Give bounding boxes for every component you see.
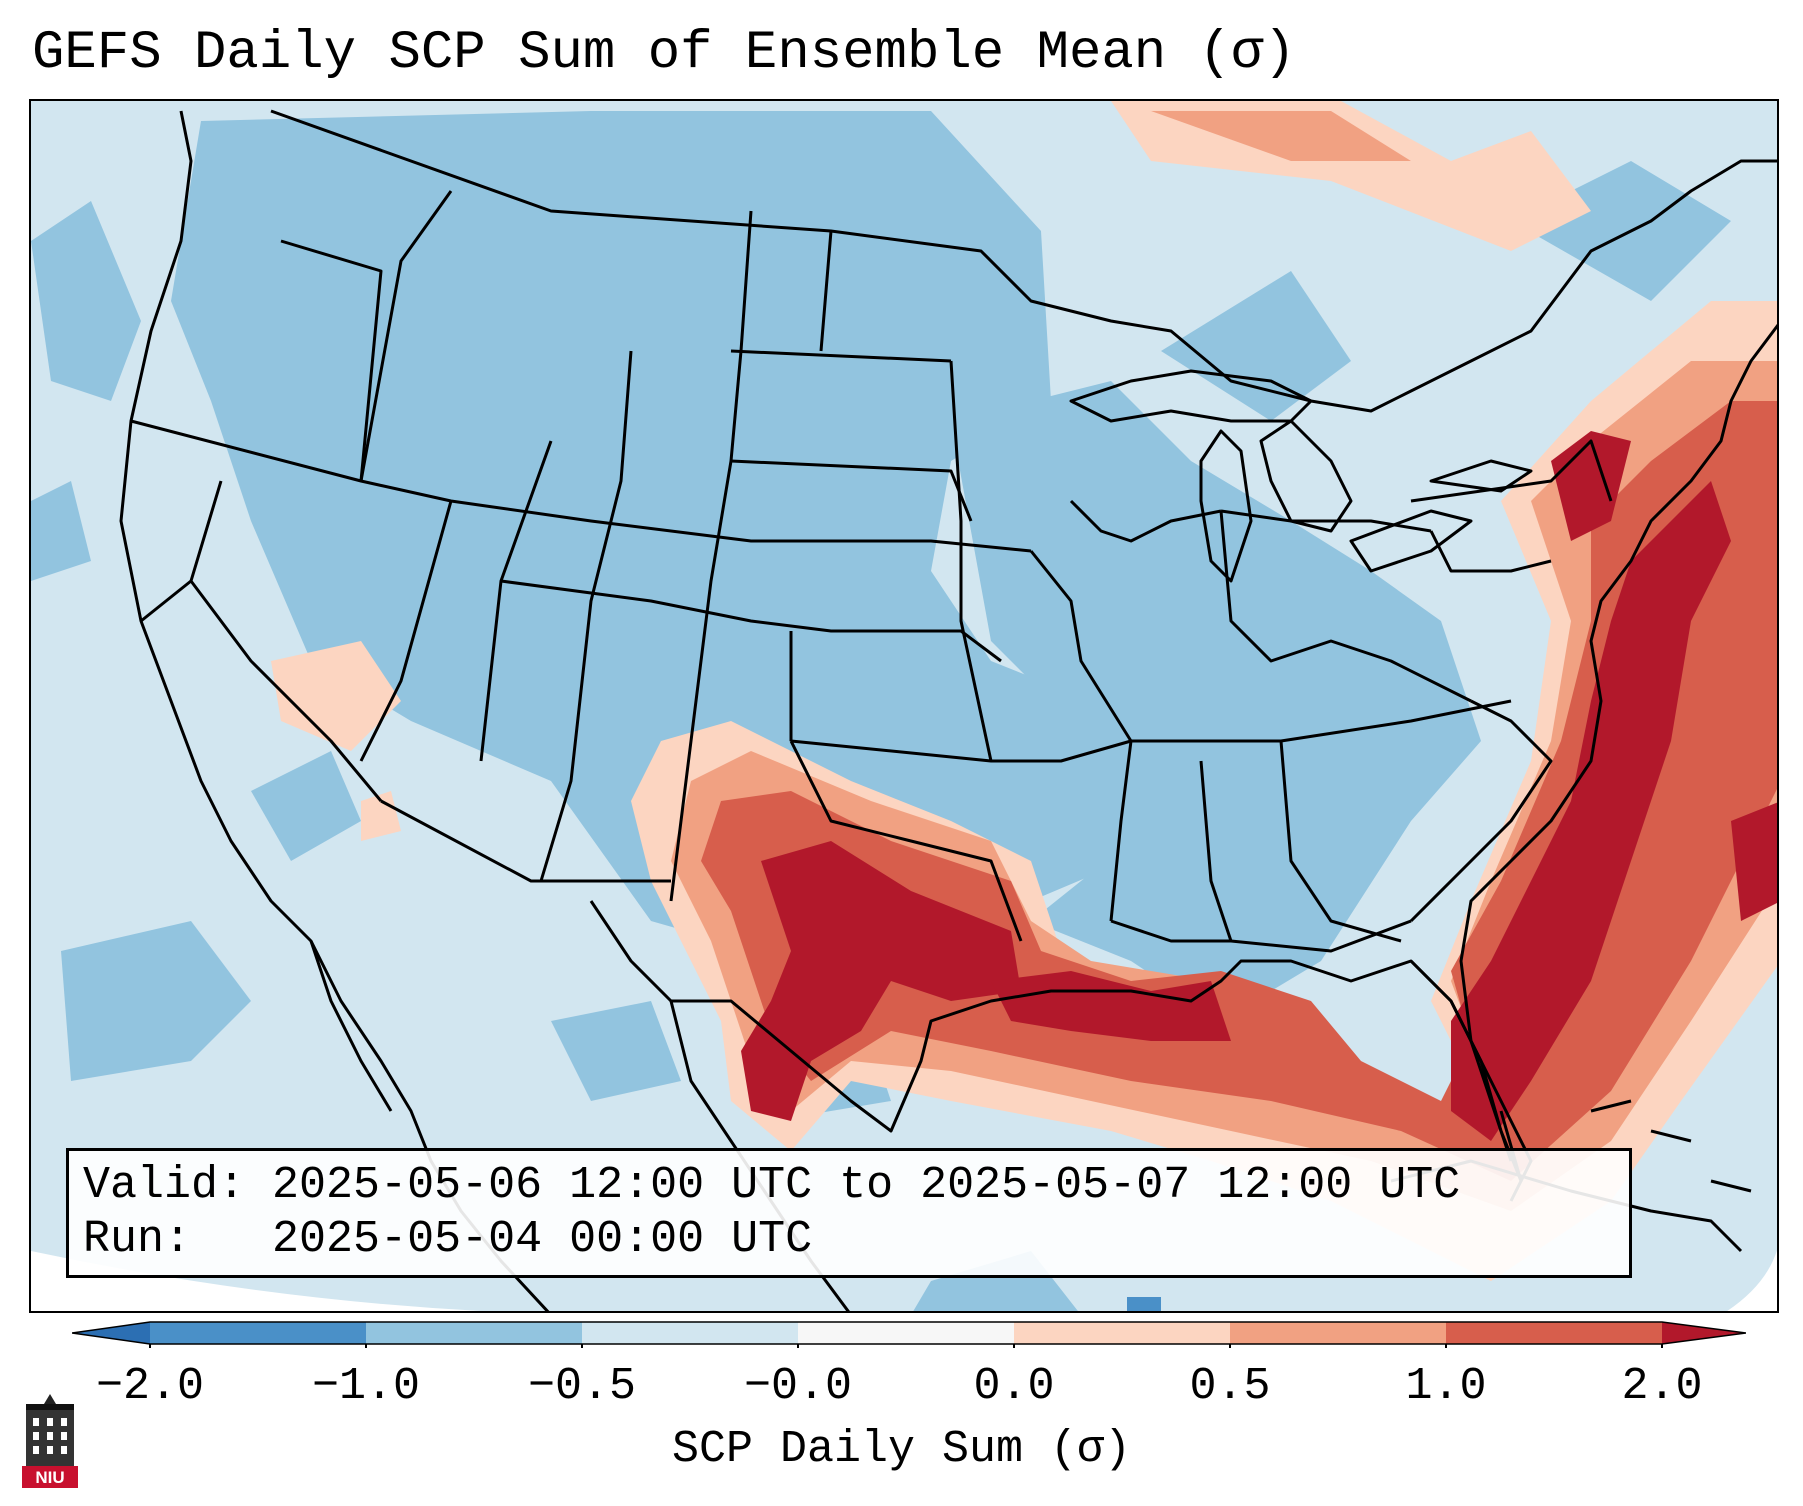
- strong-negative-patch: [1127, 1297, 1161, 1311]
- colorbar-tick-label: 2.0: [1621, 1361, 1703, 1412]
- map-canvas: [31, 101, 1777, 1311]
- valid-row: Valid: 2025-05-06 12:00 UTC to 2025-05-0…: [83, 1159, 1629, 1213]
- colorbar-segment: [150, 1322, 366, 1344]
- run-row: Run: 2025-05-04 00:00 UTC: [83, 1213, 1629, 1267]
- logo-text: NIU: [35, 1468, 64, 1487]
- colorbar-tick-label: 1.0: [1405, 1361, 1487, 1412]
- positive-anomaly-areas: [271, 101, 1777, 1281]
- run-value: 2025-05-04 00:00 UTC: [272, 1214, 813, 1265]
- colorbar-segment: [1014, 1322, 1230, 1344]
- colorbar-tick-label: 0.0: [973, 1361, 1055, 1412]
- colorbar-segment: [1446, 1322, 1662, 1344]
- chart-title: GEFS Daily SCP Sum of Ensemble Mean (σ): [32, 23, 1296, 84]
- colorbar-extend-low: [72, 1322, 150, 1344]
- run-label: Run:: [83, 1214, 192, 1265]
- colorbar-segment: [582, 1322, 798, 1344]
- colorbar-segment: [366, 1322, 582, 1344]
- valid-run-info-box: Valid: 2025-05-06 12:00 UTC to 2025-05-0…: [66, 1148, 1632, 1278]
- colorbar-extend-high: [1662, 1322, 1746, 1344]
- colorbar-segment: [798, 1322, 1014, 1344]
- colorbar-tick-label: 0.5: [1189, 1361, 1271, 1412]
- colorbar-tick-label: −0.5: [527, 1361, 637, 1412]
- colorbar-tick-label: −1.0: [311, 1361, 421, 1412]
- university-tower-icon: NIU: [22, 1394, 78, 1488]
- map-corner-blank: [1727, 1250, 1777, 1311]
- colorbar-ticks: [149, 1344, 1663, 1348]
- map-panel: [29, 99, 1779, 1313]
- colorbar-tick-label: −2.0: [95, 1361, 205, 1412]
- map-corner-blank: [31, 1251, 482, 1311]
- valid-label: Valid:: [83, 1160, 246, 1211]
- colorbar-label: SCP Daily Sum (σ): [671, 1424, 1132, 1475]
- colorbar-segment: [1230, 1322, 1446, 1344]
- colorbar: [72, 1321, 1746, 1348]
- state-boundaries: [119, 109, 1777, 1311]
- colorbar-tick-label: −0.0: [743, 1361, 853, 1412]
- valid-value: 2025-05-06 12:00 UTC to 2025-05-07 12:00…: [272, 1160, 1461, 1211]
